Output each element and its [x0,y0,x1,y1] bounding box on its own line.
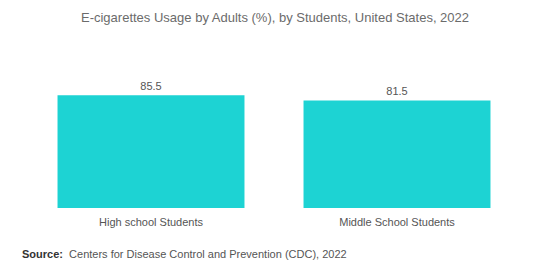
svg-text:High school Students: High school Students [99,216,203,228]
svg-text:Centers for Disease Control an: Centers for Disease Control and Preventi… [63,248,347,260]
svg-text:E-cigarettes Usage by Adults (: E-cigarettes Usage by Adults (%), by Stu… [81,10,469,25]
svg-text:85.5: 85.5 [140,80,161,92]
svg-text:Middle School Students: Middle School Students [339,216,455,228]
svg-text:Source:: Source: [22,248,63,260]
svg-text:81.5: 81.5 [386,85,407,97]
